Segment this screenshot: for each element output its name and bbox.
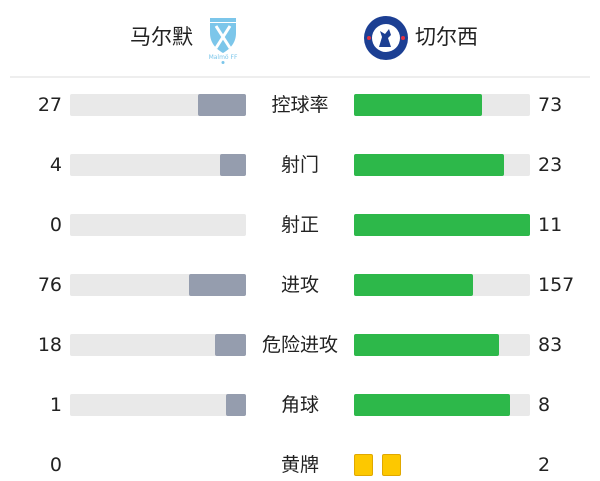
- home-value: 27: [37, 94, 62, 116]
- away-value: 83: [538, 334, 563, 356]
- away-bar-track: [354, 334, 530, 356]
- home-value: 0: [49, 214, 62, 236]
- stat-label: 射正: [280, 214, 319, 236]
- away-value: 11: [538, 214, 563, 236]
- away-yellow-card-icon: [382, 454, 401, 476]
- away-bar-fill: [354, 394, 511, 416]
- away-bar-track: [354, 94, 530, 116]
- home-bar-track: [70, 94, 246, 116]
- home-bar-fill: [219, 154, 246, 176]
- home-bar-fill: [226, 394, 246, 416]
- away-team-name: 切尔西: [415, 25, 478, 49]
- stat-label: 危险进攻: [261, 334, 338, 356]
- away-bar-fill: [354, 154, 504, 176]
- home-bar-track: [70, 154, 246, 176]
- stat-row: 18 危险进攻 83: [0, 330, 600, 360]
- away-value: 8: [538, 394, 551, 416]
- home-bar-fill: [188, 274, 246, 296]
- home-team-name: 马尔默: [130, 25, 193, 49]
- home-value: 1: [49, 394, 62, 416]
- away-bar-track: [354, 214, 530, 236]
- home-bar-track: [70, 214, 246, 236]
- away-bar-track: [354, 274, 530, 296]
- away-bar-fill: [354, 94, 483, 116]
- away-value: 73: [538, 94, 563, 116]
- home-bar-fill: [214, 334, 246, 356]
- away-bar-fill: [354, 334, 499, 356]
- away-bar-fill: [354, 274, 473, 296]
- home-value: 18: [37, 334, 62, 356]
- svg-text:Malmö FF: Malmö FF: [209, 54, 238, 61]
- home-value: 76: [37, 274, 62, 296]
- stat-row: 1 角球 8: [0, 390, 600, 420]
- stat-row: 76 进攻 157: [0, 270, 600, 300]
- match-header: 马尔默 Malmö FF 切尔西: [0, 0, 600, 76]
- stat-row: 0 黄牌 2: [0, 450, 600, 480]
- stat-label: 射门: [280, 154, 319, 176]
- stat-label: 控球率: [271, 94, 329, 116]
- malmo-ff-crest-icon: Malmö FF: [209, 18, 238, 64]
- stat-row: 27 控球率 73: [0, 90, 600, 120]
- header-divider: [10, 76, 590, 78]
- home-bar-track: [70, 334, 246, 356]
- away-bar-track: [354, 394, 530, 416]
- home-bar-track: [70, 394, 246, 416]
- stat-label: 进攻: [280, 274, 319, 296]
- away-bar-track: [354, 154, 530, 176]
- chelsea-fc-crest-icon: [364, 16, 408, 60]
- away-value: 157: [538, 274, 575, 296]
- away-bar-fill: [354, 214, 530, 236]
- home-bar-track: [70, 274, 246, 296]
- stat-row: 0 射正 11: [0, 210, 600, 240]
- stat-label: 角球: [280, 394, 319, 416]
- home-value: 4: [49, 154, 62, 176]
- stat-row: 4 射门 23: [0, 150, 600, 180]
- away-yellow-card-icon: [354, 454, 373, 476]
- away-value: 2: [538, 454, 551, 476]
- away-value: 23: [538, 154, 563, 176]
- stat-label: 黄牌: [280, 454, 319, 476]
- home-bar-fill: [198, 94, 246, 116]
- home-value: 0: [49, 454, 62, 476]
